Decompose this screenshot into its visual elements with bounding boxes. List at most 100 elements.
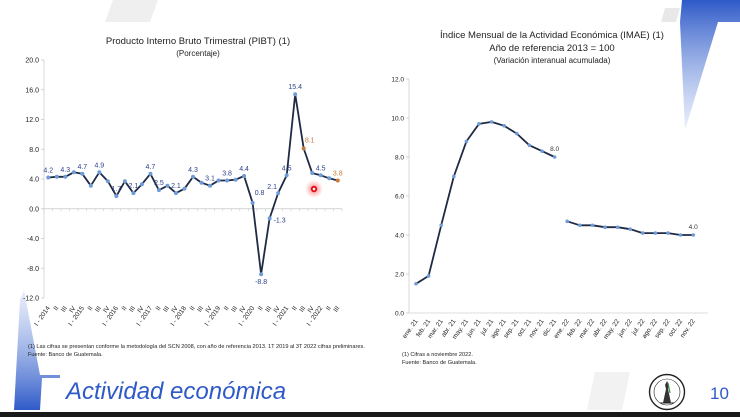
pibt-note-1: (1) Las cifras se presentan conforme la … (28, 344, 365, 350)
cursor-indicator (305, 180, 323, 198)
imae-data-label: 8.0 (550, 146, 559, 153)
pibt-data-label: 2.1 (267, 184, 277, 191)
pibt-data-label: -8.8 (255, 279, 267, 286)
pibt-x-tick-label: III (230, 305, 239, 314)
decor-gray-parallelogram-bottomright (587, 372, 630, 410)
pibt-data-label: 0.8 (255, 190, 265, 197)
pibt-x-tick-label: III (332, 305, 341, 314)
imae-note-1: (1) Cifras a noviembre 2022. (402, 352, 473, 358)
pibt-data-label: 4.7 (146, 164, 156, 171)
pibt-data-point (46, 175, 51, 180)
pibt-data-label: 4.2 (43, 168, 53, 175)
pibt-x-tick-label: IV (204, 305, 214, 315)
pibt-y-tick-label: -4.0 (27, 236, 39, 243)
pibt-data-label: 15.4 (288, 84, 302, 91)
imae-data-point (515, 131, 519, 136)
imae-data-label: 4.0 (689, 224, 698, 231)
pibt-x-tick-label: II (257, 305, 265, 312)
pibt-data-label: 8.1 (305, 138, 315, 145)
imae-series-line-2021 (415, 121, 555, 285)
imae-data-point (653, 231, 658, 235)
pibt-x-tick-label: II (87, 305, 95, 312)
imae-data-point (452, 174, 456, 179)
imae-data-point (502, 124, 507, 128)
decor-blue-shape-bottomleft (14, 290, 60, 410)
pibt-data-label: 3.8 (222, 170, 232, 177)
slide-title: Actividad económica (66, 378, 287, 405)
pibt-data-label: 2.1 (171, 183, 181, 190)
imae-data-point (691, 233, 695, 237)
pibt-data-point (233, 177, 238, 182)
pibt-data-label: 4.9 (94, 162, 104, 169)
imae-subtitle: Año de referencia 2013 = 100 (489, 43, 614, 54)
pibt-data-point (318, 173, 323, 178)
pibt-data-label: 3.8 (333, 170, 343, 177)
imae-y-tick-label: 4.0 (395, 233, 404, 240)
imae-data-point (414, 281, 418, 286)
pibt-data-point (216, 178, 221, 183)
pibt-data-point (114, 194, 119, 199)
imae-data-point (540, 149, 544, 153)
pibt-data-point (173, 191, 178, 196)
imae-data-point (565, 219, 569, 224)
pibt-data-point (225, 178, 230, 183)
pibt-x-tick-label: II (53, 305, 61, 312)
imae-title: Índice Mensual de la Actividad Económica… (440, 30, 664, 41)
imae-data-point (666, 231, 670, 235)
pibt-data-label: 4.5 (282, 165, 292, 172)
pibt-data-point (191, 174, 195, 179)
imae-subtitle-2: (Variación interanual acumulada) (494, 56, 611, 65)
imae-data-point (628, 227, 632, 231)
pibt-data-point (148, 171, 153, 176)
pibt-subtitle: (Porcentaje) (176, 49, 220, 58)
pibt-data-point (54, 174, 59, 179)
imae-data-point (678, 233, 683, 237)
imae-data-point (590, 223, 595, 228)
pibt-data-point (250, 200, 255, 205)
pibt-data-label: -1.3 (274, 217, 286, 224)
pibt-x-tick-label: II (155, 305, 163, 312)
pibt-y-tick-label: 16.0 (25, 87, 39, 94)
pibt-x-tick-label: III (60, 305, 69, 314)
pibt-x-tick-label: IV (68, 305, 78, 315)
imae-y-tick-label: 6.0 (395, 194, 404, 201)
imae-y-tick-label: 0.0 (395, 311, 404, 318)
pibt-x-tick-label: IV (170, 305, 180, 315)
pibt-x-tick-label: II (189, 305, 197, 312)
imae-data-point (641, 231, 645, 235)
pibt-x-tick-label: III (196, 305, 205, 314)
pibt-data-point (80, 171, 85, 176)
pibt-data-label: 4.7 (77, 164, 87, 171)
pibt-data-point (284, 173, 289, 178)
pibt-data-label: 3.1 (205, 176, 215, 183)
imae-data-point (426, 274, 431, 278)
imae-note-2: Fuente: Banco de Guatemala. (402, 360, 477, 366)
pibt-x-tick-label: IV (307, 305, 317, 315)
pibt-data-point (97, 170, 102, 175)
imae-data-point (552, 155, 557, 159)
pibt-x-tick-label: III (162, 305, 171, 314)
pibt-data-point (156, 188, 161, 193)
pibt-x-tick-label: III (298, 305, 307, 314)
pibt-data-label: 4.3 (188, 167, 198, 174)
pibt-data-label: 2.1 (129, 183, 139, 190)
imae-data-point (615, 225, 620, 229)
pibt-y-tick-label: 8.0 (29, 147, 39, 154)
pibt-y-tick-label: 20.0 (25, 58, 39, 65)
imae-data-point (527, 143, 532, 148)
page-number: 10 (710, 384, 729, 403)
pibt-x-tick-label: II (121, 305, 129, 312)
pibt-x-tick-label: III (264, 305, 273, 314)
pibt-data-point (71, 170, 76, 175)
pibt-data-label: 2.5 (154, 180, 164, 187)
pibt-data-point (276, 191, 281, 196)
banco-de-guatemala-seal-icon (648, 373, 686, 411)
pibt-x-tick-label: II (325, 305, 333, 312)
pibt-data-point (165, 183, 170, 188)
pibt-data-point (63, 174, 68, 179)
pibt-data-point (267, 216, 272, 221)
pibt-note-2: Fuente: Banco de Guatemala. (28, 352, 103, 358)
pibt-x-tick-label: II (291, 305, 299, 312)
imae-y-tick-label: 10.0 (391, 116, 404, 123)
imae-data-point (477, 122, 481, 126)
